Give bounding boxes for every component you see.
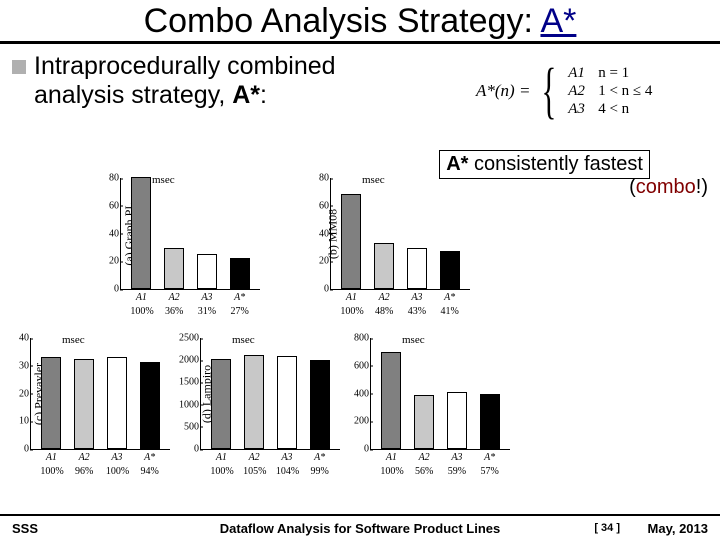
plot-area: 020406080A1A2A3A*100%48%43%41%	[330, 178, 470, 290]
combo-close: !)	[696, 176, 708, 198]
bar	[164, 248, 184, 289]
bar	[74, 359, 94, 449]
lead-line2a: analysis strategy,	[34, 81, 232, 109]
formula-lhs: A*(n) =	[476, 81, 530, 101]
bar	[41, 357, 61, 449]
bar	[480, 394, 500, 449]
brace-icon: {	[542, 60, 557, 122]
formula-cases: A1n = 1A21 < n ≤ 4A34 < n	[568, 65, 652, 118]
bar-chart: (e) BerkeleyDBmsec0200400600800A1A2A3A*1…	[370, 338, 510, 450]
plot-area: 020406080A1A2A3A*100%36%31%27%	[120, 178, 260, 290]
bar	[131, 177, 151, 289]
bar-chart: (d) Lampiromsec05001000150020002500A1A2A…	[200, 338, 340, 450]
bar	[140, 362, 160, 449]
charts-row-2: (c) Prevaylermsec010203040A1A2A3A*100%96…	[30, 338, 510, 450]
bar	[197, 254, 217, 289]
bar	[230, 258, 250, 289]
footer-page: [ 34 ]	[594, 522, 620, 534]
bar	[211, 359, 231, 449]
bar	[277, 356, 297, 449]
plot-area: 05001000150020002500A1A2A3A*100%105%104%…	[200, 338, 340, 450]
lead-line1: Intraprocedurally combined	[34, 52, 336, 80]
footer-left: SSS	[12, 521, 38, 536]
bar	[244, 355, 264, 449]
lead-text: Intraprocedurally combined analysis stra…	[34, 52, 336, 110]
bar-chart: (b) MM08msec020406080A1A2A3A*100%48%43%4…	[330, 178, 470, 290]
note-emph: A*	[446, 153, 468, 175]
title-emph: A*	[540, 2, 576, 40]
slide-title: Combo Analysis Strategy: A*	[10, 2, 710, 41]
formula: A*(n) = { A1n = 1A21 < n ≤ 4A34 < n	[476, 60, 706, 132]
bar	[107, 357, 127, 449]
footer: SSS Dataflow Analysis for Software Produ…	[0, 514, 720, 540]
bullet-square-icon	[12, 60, 26, 74]
lead-colon: :	[260, 81, 267, 109]
bar	[447, 392, 467, 449]
combo-open: (	[629, 176, 636, 198]
plot-area: 0200400600800A1A2A3A*100%56%59%57%	[370, 338, 510, 450]
bar	[341, 194, 361, 289]
combo-note: (combo!)	[629, 176, 708, 199]
lead-emph: A*	[232, 81, 260, 109]
footer-mid: Dataflow Analysis for Software Product L…	[220, 521, 501, 536]
bar	[407, 248, 427, 289]
bar	[440, 251, 460, 289]
title-bar: Combo Analysis Strategy: A*	[0, 0, 720, 44]
bar-chart: (c) Prevaylermsec010203040A1A2A3A*100%96…	[30, 338, 170, 450]
title-text: Combo Analysis Strategy:	[144, 2, 541, 40]
bar	[414, 395, 434, 449]
bar	[374, 243, 394, 289]
combo-word: combo	[636, 176, 696, 198]
note-box: A* consistently fastest	[439, 150, 650, 179]
charts-row-1: (a) Graph PLmsec020406080A1A2A3A*100%36%…	[120, 178, 470, 290]
bar	[310, 360, 330, 449]
note-text: consistently fastest	[468, 153, 643, 175]
plot-area: 010203040A1A2A3A*100%96%100%94%	[30, 338, 170, 450]
footer-date: May, 2013	[648, 521, 708, 536]
bar	[381, 352, 401, 449]
bar-chart: (a) Graph PLmsec020406080A1A2A3A*100%36%…	[120, 178, 260, 290]
